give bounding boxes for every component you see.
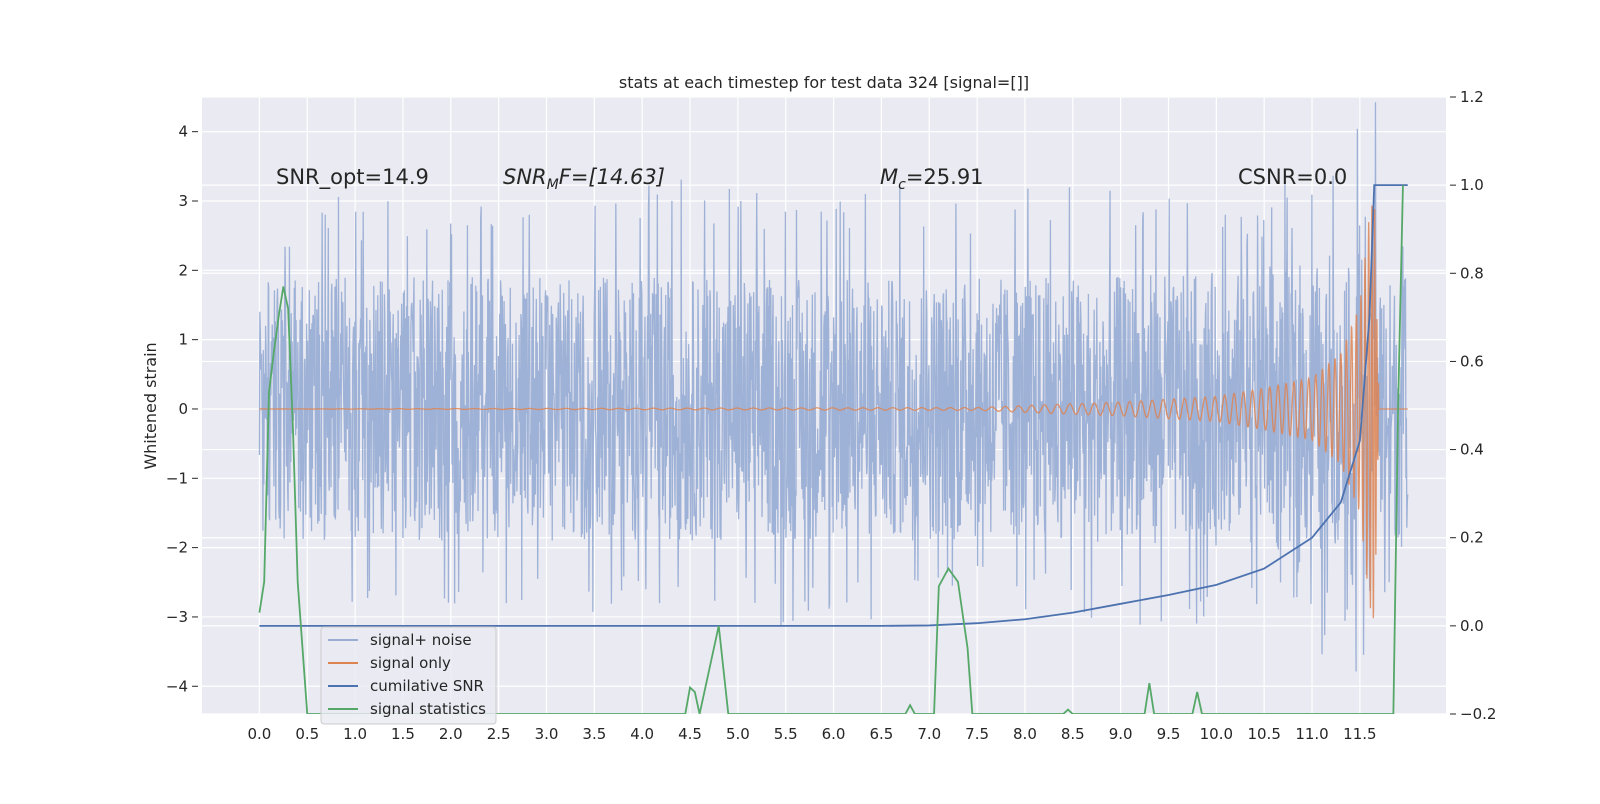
x-axis-ticks: 0.0 0.5 1.0 1.5 2.0 2.5 3.0 3.5 4.0 4.5 5.0 5.5 6.0 6… [247,725,1376,743]
y2-tick-label: −0.2 [1460,705,1496,723]
y2-tick-label: 0.2 [1460,529,1484,547]
y-tick-label: −2 [166,539,188,557]
x-tick-label: 9.0 [1109,725,1133,743]
y2-tick-label: 1.2 [1460,88,1484,106]
legend-label-signal-statistics: signal statistics [370,700,486,718]
y-tick-label: 4 [178,123,188,141]
x-tick-label: 11.0 [1295,725,1328,743]
x-tick-label: 2.5 [487,725,511,743]
x-tick-label: 0.0 [247,725,271,743]
chart-title: stats at each timestep for test data 324… [619,73,1029,92]
x-tick-label: 6.5 [869,725,893,743]
series-signal-noise [258,102,1409,672]
y2-tick-label: 0.8 [1460,264,1484,282]
series-layer [258,102,1409,714]
annotation-snr-opt: SNR_opt=14.9 [276,165,429,190]
x-tick-label: 10.5 [1247,725,1280,743]
annotation-mc-rest: =25.91 [906,165,984,189]
x-tick-label: 4.5 [678,725,702,743]
annotation-snr-mf-rest: F=[14.63] [559,165,665,189]
x-tick-label: 3.5 [582,725,606,743]
y2-tick-label: 0.4 [1460,441,1484,459]
x-tick-label: 10.0 [1200,725,1233,743]
y2-tick-label: 1.0 [1460,176,1484,194]
x-tick-label: 1.5 [391,725,415,743]
y2-tick-label: 0.0 [1460,617,1484,635]
x-tick-label: 3.0 [535,725,559,743]
annotation-mc: Mc=25.91 [880,165,984,193]
legend: signal+ noise signal only cumilative SNR… [320,626,497,725]
annotation-mc-sub: c [898,177,906,193]
x-tick-label: 2.0 [439,725,463,743]
annotation-mc-base: M [880,165,898,189]
y-tick-label: 3 [178,192,188,210]
y-axis-ticks: −4 −3 −2 −1 0 1 2 3 4 [166,123,198,695]
y-axis-label: Whitened strain [141,342,160,469]
y-tick-label: −3 [166,608,188,626]
legend-label-cumulative-snr: cumilative SNR [370,677,484,695]
y-tick-label: −4 [166,677,188,695]
x-tick-label: 9.5 [1157,725,1181,743]
x-tick-label: 6.0 [822,725,846,743]
y2-tick-label: 0.6 [1460,352,1484,370]
y-tick-label: 1 [178,331,188,349]
series-signal-only [259,205,1408,619]
x-tick-label: 7.0 [917,725,941,743]
x-tick-label: 5.5 [774,725,798,743]
legend-label-signal-noise: signal+ noise [370,631,472,649]
series-signal-statistics [258,185,1404,714]
y2-axis-ticks: −0.2 0.0 0.2 0.4 0.6 0.8 1.0 1.2 [1450,88,1496,723]
legend-box [320,626,497,725]
x-tick-label: 5.0 [726,725,750,743]
annotation-snr-mf: SNRMF=[14.63] [503,165,665,193]
x-tick-label: 8.0 [1013,725,1037,743]
y-tick-label: −1 [166,469,188,487]
annotation-snr-mf-base: SNR [503,165,547,189]
x-tick-label: 1.0 [343,725,367,743]
y-tick-label: 2 [178,261,188,279]
series-cumulative-snr [259,184,1408,627]
legend-label-signal-only: signal only [370,654,451,672]
y-tick-label: 0 [178,400,188,418]
x-tick-label: 8.5 [1061,725,1085,743]
annotation-snr-mf-sub: M [547,177,559,193]
x-tick-label: 4.0 [630,725,654,743]
x-tick-label: 0.5 [295,725,319,743]
annotation-csnr: CSNR=0.0 [1238,165,1347,189]
x-tick-label: 7.5 [965,725,989,743]
x-tick-label: 11.5 [1343,725,1376,743]
